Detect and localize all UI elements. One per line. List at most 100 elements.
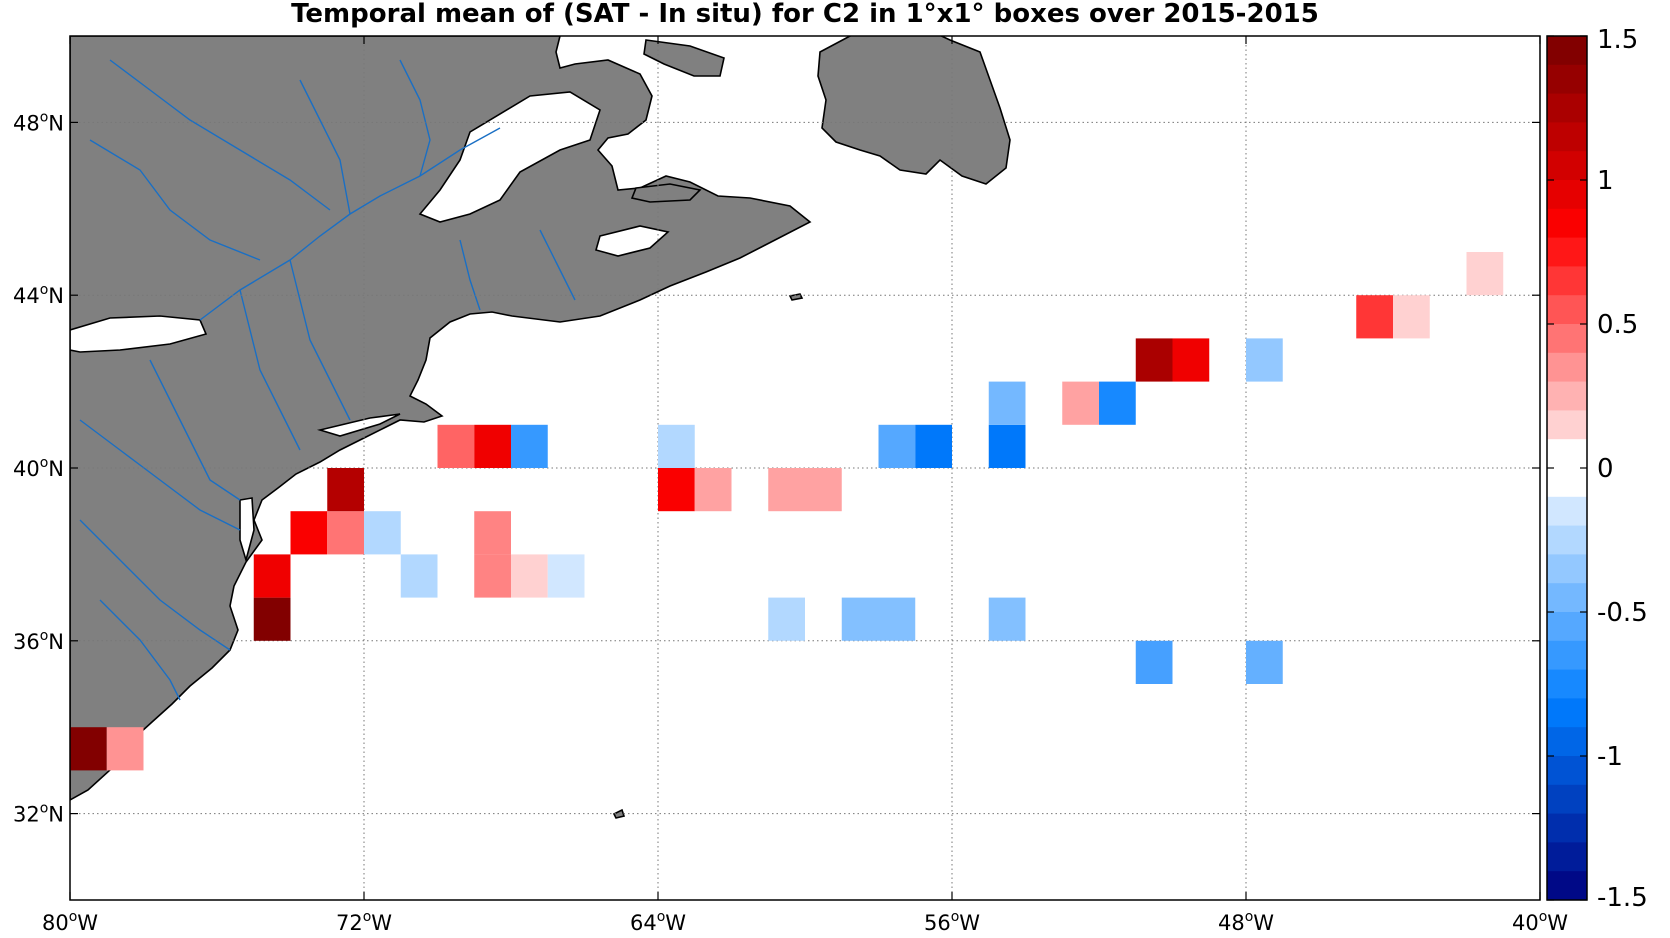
heatmap-cell: [1246, 338, 1283, 382]
chart-title: Temporal mean of (SAT - In situ) for C2 …: [291, 0, 1319, 29]
colorbar-segment: [1547, 669, 1587, 699]
y-tick-label: 40oN: [13, 455, 64, 481]
river-11: [459, 239, 481, 311]
colorbar-segment: [1547, 93, 1587, 123]
colorbar-segment: [1547, 842, 1587, 872]
heatmap-cell: [1099, 381, 1136, 425]
heatmap-cell: [474, 511, 511, 555]
x-tick-label: 64oW: [630, 909, 686, 935]
colorbar-segment: [1547, 352, 1587, 383]
heatmap-cell: [1135, 640, 1173, 684]
x-tick-label: 40oW: [1512, 909, 1568, 935]
lake-ontario: [70, 315, 208, 353]
heatmap-cells: [70, 252, 1504, 771]
heatmap-cell: [1466, 252, 1504, 296]
heatmap-cell: [1062, 381, 1099, 425]
river-2: [89, 139, 261, 261]
heatmap-cell: [768, 468, 805, 512]
colorbar-segment: [1547, 410, 1587, 440]
gulf-st-lawrence-water: [418, 91, 601, 223]
colorbar-segment: [1547, 640, 1587, 671]
heatmap-cell: [988, 597, 1026, 641]
y-tick-label: 32oN: [13, 801, 64, 827]
heatmap-cell: [915, 424, 952, 468]
heatmap-cell: [511, 424, 548, 468]
river-9: [99, 599, 181, 701]
heatmap-cell: [253, 597, 291, 641]
chesapeake-bay: [239, 497, 255, 563]
colorbar-tick-label: -1: [1597, 742, 1623, 772]
river-10: [149, 359, 241, 501]
colorbar-segment: [1547, 151, 1587, 181]
colorbar-segment: [1547, 612, 1587, 642]
heatmap-cell: [290, 511, 328, 555]
heatmap-cell: [364, 511, 401, 555]
x-tick-label: 72oW: [336, 909, 392, 935]
x-axis-ticks: 80oW 72oW 64oW 56oW 48oW 40oW: [42, 36, 1568, 935]
heatmap-cell: [474, 554, 511, 598]
colorbar-tick-label: 1: [1597, 166, 1614, 196]
river-4: [399, 59, 431, 177]
colorbar: [1547, 36, 1587, 901]
colorbar-segment: [1547, 784, 1587, 815]
colorbar-segment: [1547, 496, 1587, 527]
heatmap-cell: [1356, 295, 1393, 339]
colorbar-tick-label: 1.5: [1597, 25, 1638, 55]
heatmap-cell: [805, 468, 842, 512]
river-5: [289, 259, 351, 421]
colorbar-segment: [1547, 36, 1587, 66]
colorbar-segment: [1547, 324, 1587, 354]
heatmap-cell: [658, 468, 695, 512]
heatmap-cell: [768, 597, 805, 641]
river-6: [239, 289, 301, 451]
colorbar-segment: [1547, 64, 1587, 95]
heatmap-cell: [1172, 338, 1210, 382]
prince-edward-island: [630, 183, 702, 203]
colorbar-tick-label: 0: [1597, 454, 1614, 484]
heatmap-cell: [327, 511, 364, 555]
colorbar-tick-label: -0.5: [1597, 598, 1648, 628]
y-tick-label: 44oN: [13, 282, 64, 308]
heatmap-cell: [1246, 640, 1283, 684]
heatmap-cell: [547, 554, 585, 598]
heatmap-cell: [988, 381, 1026, 425]
heatmap-cell: [106, 727, 144, 771]
colorbar-segment: [1547, 266, 1587, 296]
heatmap-cell: [1135, 338, 1173, 382]
river-1: [109, 59, 331, 211]
y-tick-label: 36oN: [13, 628, 64, 654]
colorbar-segment: [1547, 439, 1587, 469]
heatmap-cell: [70, 727, 107, 771]
colorbar-segment: [1547, 295, 1587, 325]
colorbar-tick-label: -1.5: [1597, 883, 1648, 913]
colorbar-ticks: 1.5 1 0.5 0 -0.5 -1 -1.5: [1547, 25, 1648, 913]
colorbar-segment: [1547, 698, 1587, 728]
colorbar-segment: [1547, 381, 1587, 411]
river-3: [299, 79, 351, 215]
colorbar-segment: [1547, 122, 1587, 152]
heatmap-cell: [878, 424, 916, 468]
colorbar-segment: [1547, 813, 1587, 843]
heatmap-cell: [253, 554, 291, 598]
heatmap-cell: [437, 424, 475, 468]
heatmap-cell: [841, 597, 879, 641]
long-island: [316, 413, 401, 437]
colorbar-segment: [1547, 554, 1587, 584]
x-tick-label: 48oW: [1218, 909, 1274, 935]
colorbar-segment: [1547, 871, 1587, 901]
land-layer: [70, 36, 1011, 819]
north-america-land: [70, 36, 812, 801]
heatmap-cell: [327, 468, 364, 512]
river-12: [539, 229, 576, 301]
heatmap-cell: [400, 554, 438, 598]
anticosti-island: [643, 39, 725, 77]
colorbar-segment: [1547, 756, 1587, 786]
heatmap-cell: [511, 554, 548, 598]
colorbar-segment: [1547, 237, 1587, 267]
newfoundland-land: [817, 36, 1011, 185]
colorbar-frame: [1546, 35, 1588, 901]
colorbar-segment: [1547, 180, 1587, 210]
colorbar-segment: [1547, 727, 1587, 757]
colorbar-segment: [1547, 468, 1587, 498]
